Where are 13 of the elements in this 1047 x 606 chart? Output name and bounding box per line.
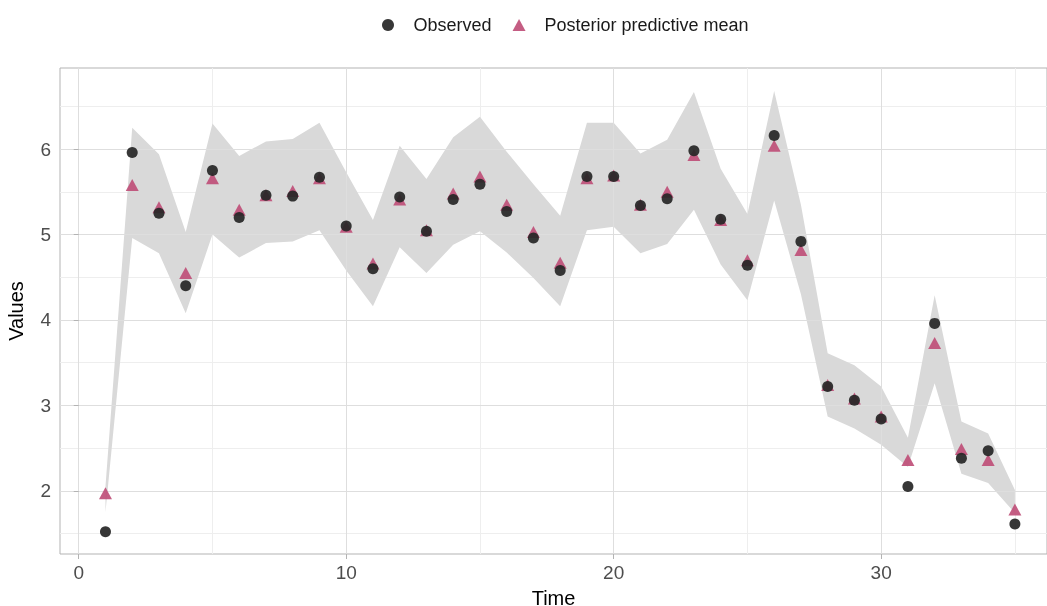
y-tick-label: 2 xyxy=(40,480,51,502)
y-axis-title: Values xyxy=(5,281,27,341)
legend-label: Posterior predictive mean xyxy=(544,15,749,35)
x-tick-label: 10 xyxy=(335,562,357,583)
y-tick-label: 4 xyxy=(40,309,52,331)
x-tick-label: 30 xyxy=(870,562,892,583)
y-tick-label: 3 xyxy=(40,394,51,416)
y-tick-label: 5 xyxy=(40,224,51,246)
x-axis-title: Time xyxy=(531,587,576,606)
y-tick-label: 6 xyxy=(40,138,51,160)
x-tick-label: 20 xyxy=(603,562,625,583)
x-tick-label: 0 xyxy=(73,562,85,583)
legend-label: Observed xyxy=(413,15,492,35)
